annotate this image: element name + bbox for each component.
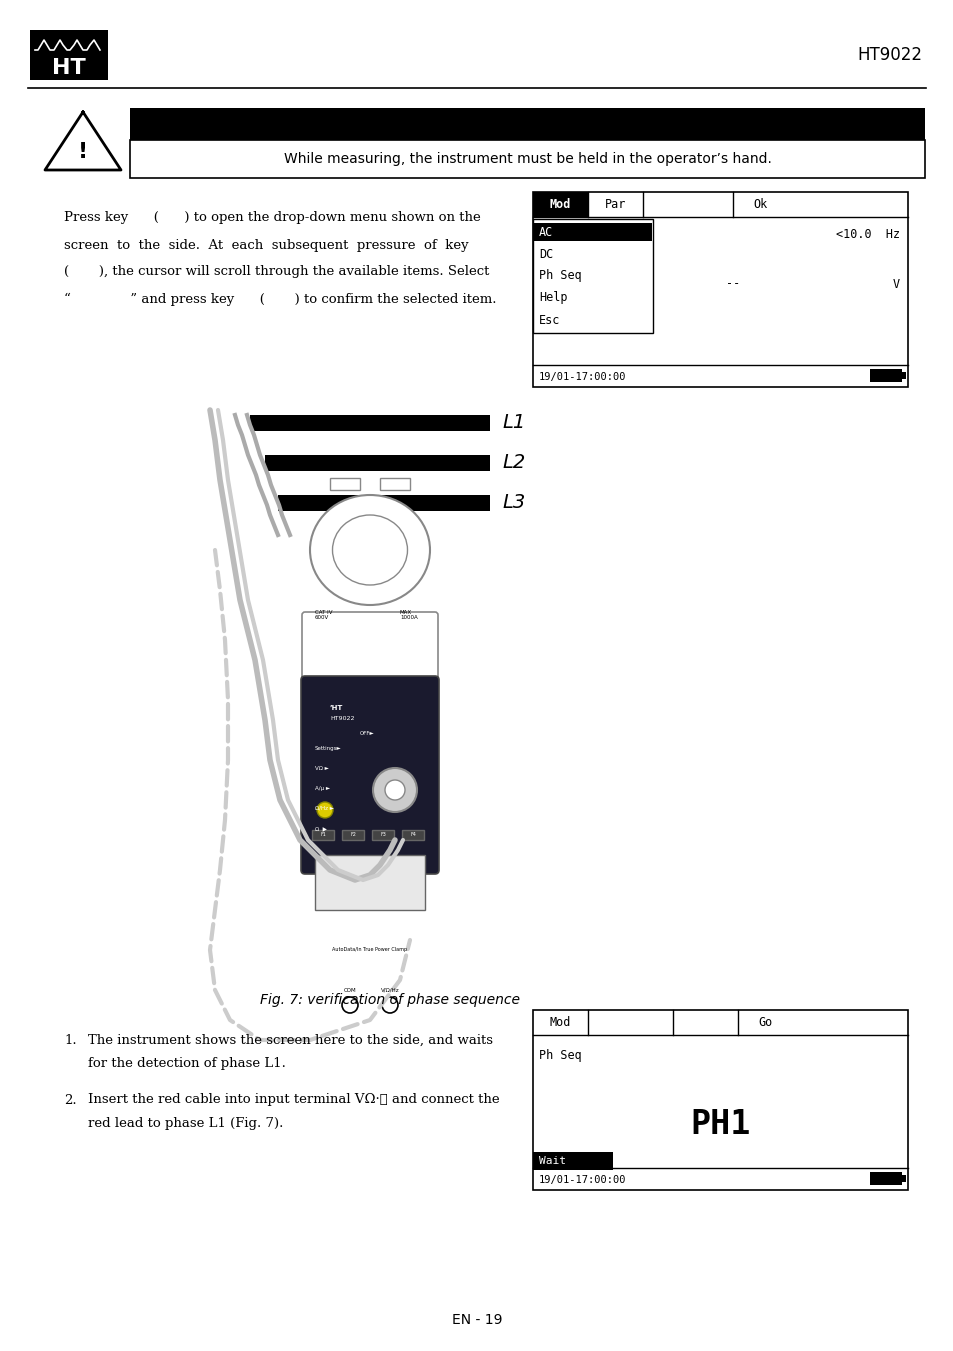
Text: Insert the red cable into input terminal VΩ·⧖ and connect the: Insert the red cable into input terminal…: [88, 1093, 499, 1106]
Bar: [869, 1173, 901, 1185]
Text: F3: F3: [379, 832, 386, 838]
Text: !: !: [78, 142, 88, 162]
Bar: [330, 478, 359, 490]
Ellipse shape: [310, 494, 430, 605]
Bar: [534, 223, 651, 240]
Text: 19/01-17:00:00: 19/01-17:00:00: [538, 1175, 626, 1185]
Text: COM: COM: [343, 988, 355, 993]
Text: Settings►: Settings►: [314, 746, 341, 751]
Text: 2.: 2.: [64, 1093, 76, 1106]
Bar: [130, 141, 924, 178]
Text: While measuring, the instrument must be held in the operator’s hand.: While measuring, the instrument must be …: [283, 153, 771, 166]
Text: Go: Go: [758, 1016, 772, 1029]
Text: L3: L3: [501, 493, 525, 512]
Bar: [901, 1175, 905, 1182]
Bar: [265, 455, 490, 471]
Text: CAT IV
600V: CAT IV 600V: [314, 609, 333, 620]
Bar: [533, 1011, 907, 1190]
Text: DC: DC: [538, 247, 553, 261]
Text: ’HT: ’HT: [330, 705, 343, 711]
Text: Ph Seq: Ph Seq: [538, 269, 581, 282]
Circle shape: [316, 802, 333, 817]
Text: red lead to phase L1 (Fig. 7).: red lead to phase L1 (Fig. 7).: [88, 1117, 283, 1131]
Text: AC: AC: [538, 226, 553, 239]
Text: 19/01-17:00:00: 19/01-17:00:00: [538, 372, 626, 382]
Text: PH1: PH1: [690, 1109, 750, 1142]
Text: MAX
1000A: MAX 1000A: [399, 609, 417, 620]
Bar: [533, 192, 587, 218]
Text: screen  to  the  side.  At  each  subsequent  pressure  of  key: screen to the side. At each subsequent p…: [64, 239, 468, 251]
Text: Mod: Mod: [549, 199, 571, 211]
FancyBboxPatch shape: [301, 676, 438, 874]
Text: Ph Seq: Ph Seq: [538, 1048, 581, 1062]
FancyBboxPatch shape: [302, 612, 437, 684]
Text: 1.: 1.: [64, 1034, 76, 1047]
Bar: [30, 30, 108, 80]
Bar: [341, 830, 364, 840]
Text: EN - 19: EN - 19: [452, 1313, 501, 1327]
Bar: [130, 108, 924, 141]
Ellipse shape: [333, 515, 407, 585]
Text: Mod: Mod: [549, 1016, 571, 1029]
Text: V: V: [892, 277, 899, 290]
Text: Press key      (      ) to open the drop-down menu shown on the: Press key ( ) to open the drop-down menu…: [64, 212, 480, 224]
Circle shape: [385, 780, 405, 800]
Bar: [372, 830, 394, 840]
Text: <10.0  Hz: <10.0 Hz: [835, 227, 899, 240]
Polygon shape: [45, 112, 121, 170]
Circle shape: [381, 997, 397, 1013]
Bar: [379, 478, 410, 490]
Text: HT: HT: [52, 58, 86, 78]
Text: Fig. 7: verification of phase sequence: Fig. 7: verification of phase sequence: [260, 993, 519, 1006]
Bar: [533, 192, 907, 386]
Text: A/μ ►: A/μ ►: [314, 786, 330, 790]
Bar: [533, 1152, 613, 1170]
Text: Ω  ▶: Ω ▶: [314, 825, 327, 831]
Text: Par: Par: [604, 199, 625, 211]
Text: The instrument shows the screen here to the side, and waits: The instrument shows the screen here to …: [88, 1034, 493, 1047]
Text: AutoData/In True Power Clamp: AutoData/In True Power Clamp: [332, 947, 407, 952]
Bar: [533, 219, 652, 332]
Bar: [277, 494, 490, 511]
Text: HT9022: HT9022: [857, 46, 922, 63]
Bar: [901, 372, 905, 380]
Circle shape: [373, 767, 416, 812]
Text: L2: L2: [501, 454, 525, 473]
Text: V/Ω/Hz: V/Ω/Hz: [380, 988, 399, 993]
Text: “              ” and press key      (       ) to confirm the selected item.: “ ” and press key ( ) to confirm the sel…: [64, 292, 496, 305]
Text: Ω/Hz ►: Ω/Hz ►: [314, 807, 334, 811]
Text: Help: Help: [538, 292, 567, 304]
Text: VΩ ►: VΩ ►: [314, 766, 329, 771]
Text: F2: F2: [350, 832, 355, 838]
Text: --: --: [725, 277, 740, 290]
Text: L1: L1: [501, 413, 525, 432]
Text: for the detection of phase L1.: for the detection of phase L1.: [88, 1058, 286, 1070]
Text: F1: F1: [319, 832, 326, 838]
Bar: [401, 830, 423, 840]
Text: Ok: Ok: [753, 199, 767, 211]
Bar: [312, 830, 334, 840]
Text: (       ), the cursor will scroll through the available items. Select: ( ), the cursor will scroll through the …: [64, 266, 489, 278]
Text: Wait: Wait: [538, 1156, 565, 1166]
Text: F4: F4: [410, 832, 416, 838]
Bar: [250, 415, 490, 431]
Text: Esc: Esc: [538, 313, 559, 327]
Text: HT9022: HT9022: [330, 716, 355, 721]
Bar: [314, 855, 424, 911]
Bar: [869, 369, 901, 382]
Text: OFF►: OFF►: [359, 731, 375, 736]
Circle shape: [341, 997, 357, 1013]
